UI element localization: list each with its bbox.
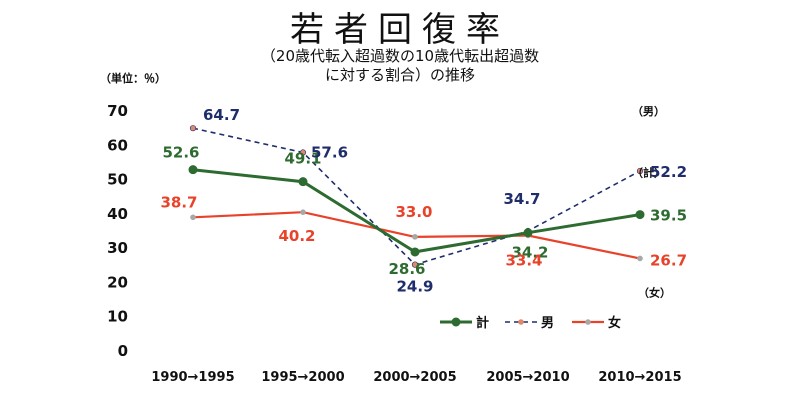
data-point-計 [635, 210, 645, 220]
data-label-計: 49.1 [284, 150, 321, 168]
series-end-label-男: （男） [632, 105, 665, 118]
legend-label-計: 計 [476, 315, 489, 331]
data-label-男: 57.6 [311, 144, 348, 162]
x-tick-label: 1990→1995 [151, 370, 234, 385]
data-label-女: 26.7 [650, 251, 687, 269]
data-point-計 [298, 177, 308, 187]
data-label-女: 33.0 [395, 203, 432, 221]
chart-subtitle-line1: （20歳代転入超過数の10歳代転出超過数 [260, 47, 540, 65]
data-point-女 [300, 209, 306, 215]
x-tick-label: 2010→2015 [598, 370, 681, 385]
data-label-女: 40.2 [278, 227, 315, 245]
x-tick-label: 2000→2005 [373, 370, 456, 385]
y-tick-label: 30 [107, 239, 128, 257]
data-point-女 [412, 234, 418, 240]
data-point-男 [189, 125, 197, 132]
x-tick-label: 2005→2010 [486, 370, 569, 385]
legend-label-男: 男 [541, 316, 554, 331]
legend-marker-計 [451, 317, 461, 327]
y-tick-label: 50 [107, 171, 128, 189]
y-tick-label: 70 [107, 102, 128, 120]
legend-label-女: 女 [608, 315, 621, 331]
data-label-女: 38.7 [160, 193, 197, 211]
data-point-男 [411, 261, 419, 268]
data-label-計: 28.6 [388, 260, 425, 278]
data-point-計 [188, 165, 198, 175]
legend-marker-男 [518, 319, 524, 325]
data-point-計 [410, 247, 420, 257]
y-tick-label: 40 [107, 205, 128, 223]
data-label-計: 52.6 [162, 144, 199, 162]
data-label-計: 34.2 [511, 244, 548, 262]
data-point-女 [190, 214, 196, 221]
data-label-男: 52.2 [650, 163, 687, 181]
chart-title: 若者回復率 [290, 10, 510, 50]
legend-marker-女 [585, 319, 591, 325]
data-label-男: 34.7 [503, 190, 540, 208]
x-tick-label: 1995→2000 [261, 370, 344, 385]
data-point-計 [523, 228, 533, 238]
data-label-男: 64.7 [203, 106, 240, 124]
y-tick-label: 60 [107, 136, 128, 154]
y-tick-label: 20 [107, 273, 128, 291]
series-end-label-計: （計） [632, 166, 665, 180]
chart-subtitle-line2: に対する割合）の推移 [324, 66, 475, 84]
series-end-label-女: （女） [638, 285, 671, 299]
data-point-男 [299, 149, 307, 156]
data-point-男 [636, 167, 644, 175]
unit-label: （単位：％） [100, 71, 166, 85]
data-label-女: 33.4 [505, 251, 542, 269]
y-tick-label: 10 [107, 308, 128, 326]
y-tick-label: 0 [118, 342, 128, 360]
data-label-計: 39.5 [650, 207, 687, 225]
data-point-女 [637, 255, 643, 262]
data-label-男: 24.9 [396, 278, 433, 296]
